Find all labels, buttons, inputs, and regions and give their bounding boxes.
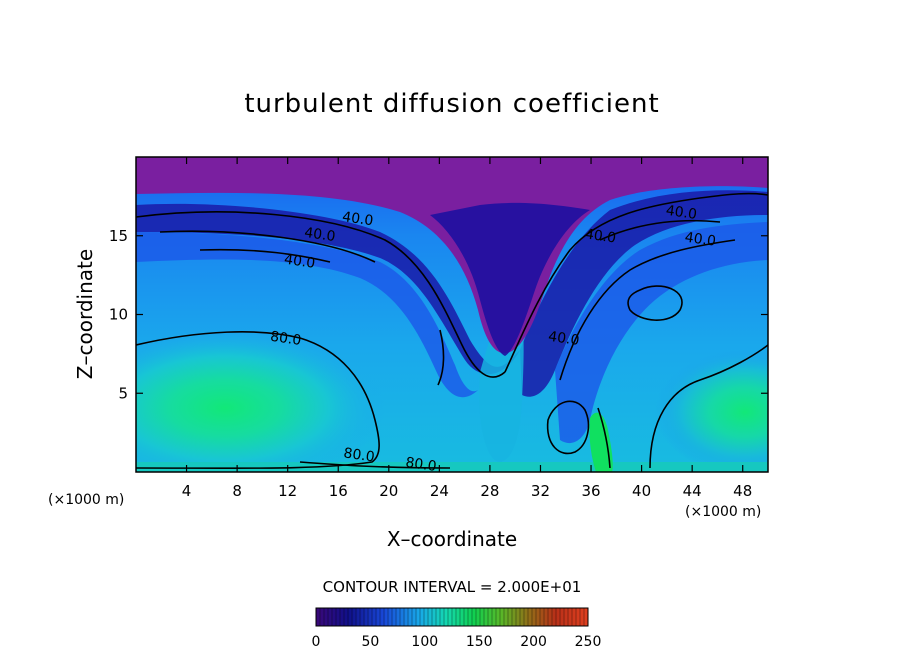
surface-band [136,462,768,472]
x-unit-right: (×1000 m) [685,504,761,520]
right-low-band [520,190,768,397]
contour-label: 40.0 [303,225,336,245]
top-stable-layer [136,157,768,354]
contour-lines [136,192,768,470]
x-tick-label: 4 [182,482,192,500]
x-tick-label: 48 [733,482,752,500]
x-tick-label: 12 [278,482,297,500]
x-tick-label: 40 [632,482,651,500]
x-tick-label: 36 [581,482,600,500]
x-tick-label: 32 [531,482,550,500]
contour-label: 40.0 [341,209,374,229]
colorbar-frame [315,607,589,627]
contour-label: 40.0 [684,230,717,250]
chart-title: turbulent diffusion coefficient [244,89,659,119]
colorbar-tick-label: 0 [312,634,321,650]
x-tick-label: 24 [430,482,449,500]
x-axis-ticks: 4 8 12 16 20 24 28 32 36 40 44 48 [182,157,752,500]
contour-labels: 40.040.040.080.080.0 80.040.040.0 40.040.0 [269,203,717,475]
x-tick-label: 16 [329,482,348,500]
colorbar-tick-label: 50 [361,634,379,650]
contour-interval: CONTOUR INTERVAL = 2.000E+01 [323,578,582,596]
colorbar-stripes [319,608,585,626]
colorbar: 0 50 100 150 200 250 [312,607,602,650]
y-tick-label: 10 [109,306,128,324]
y-axis-label: Z–coordinate [73,249,97,379]
x-axis-label: X–coordinate [387,527,517,551]
right-mid-band [555,222,768,444]
y-axis-ticks: 5 10 15 [109,227,768,402]
colorbar-ticks: 0 50 100 150 200 250 [312,634,602,650]
x-tick-label: 44 [683,482,702,500]
left-low-band [136,203,520,375]
colorbar-tick-label: 150 [466,634,493,650]
left-high-core [136,328,385,472]
y-tick-label: 15 [109,227,128,245]
x-tick-label: 20 [379,482,398,500]
contour-label: 40.0 [547,329,580,349]
contour-label: 40.0 [665,203,698,223]
x-tick-label: 8 [232,482,242,500]
x-unit-left: (×1000 m) [48,492,124,508]
left-mid-band [136,232,478,398]
x-tick-label: 28 [480,482,499,500]
plot-area: 40.040.040.080.080.0 80.040.040.0 40.040.0 [136,157,768,475]
trough-dark [430,202,590,356]
y-tick-label: 5 [118,384,128,402]
contour-label: 80.0 [342,445,375,465]
colorbar-tick-label: 200 [520,634,547,650]
contour-label: 80.0 [404,455,437,475]
contour-label: 40.0 [283,252,316,272]
colorbar-tick-label: 100 [411,634,438,650]
contour-label: 40.0 [584,226,617,246]
updraft-plume [589,412,613,472]
right-high-core [655,350,768,472]
contour-label: 80.0 [269,329,302,349]
colorbar-tick-label: 250 [575,634,602,650]
